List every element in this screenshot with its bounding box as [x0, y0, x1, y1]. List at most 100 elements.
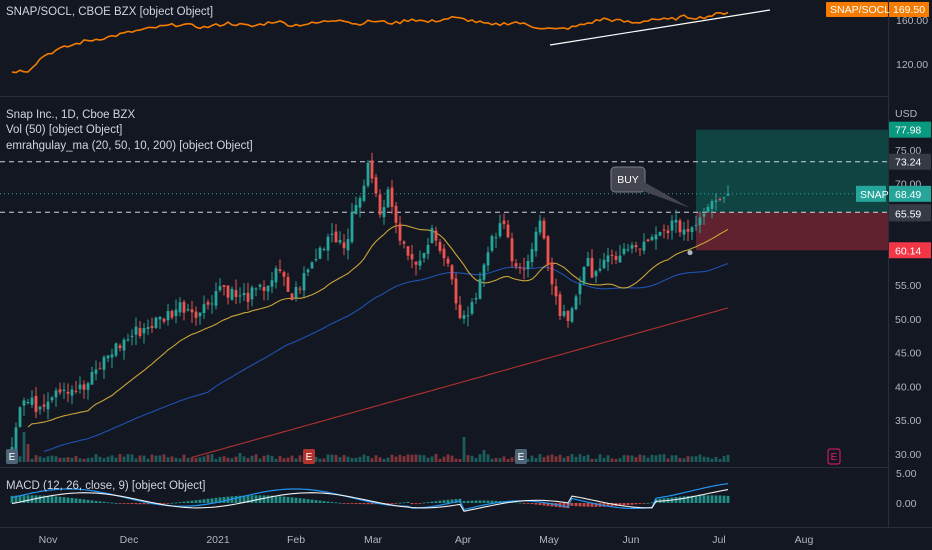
- volume-bar: [386, 457, 390, 462]
- volume-bars: [10, 432, 730, 462]
- macd-histogram-bar: [626, 503, 630, 506]
- candle-body: [714, 200, 718, 202]
- candle-body: [286, 277, 290, 292]
- candle-body: [706, 207, 710, 213]
- macd-histogram-bar: [242, 495, 246, 503]
- earnings-marker-box: [303, 449, 315, 464]
- candle-body: [210, 303, 214, 305]
- candle-body: [230, 288, 234, 300]
- macd-histogram-bar: [350, 503, 354, 504]
- candle-body: [254, 288, 258, 290]
- volume-bar: [78, 458, 82, 462]
- candle-body: [142, 328, 146, 334]
- macd-histogram-bar: [482, 500, 486, 503]
- candle-body: [78, 384, 82, 390]
- volume-bar: [350, 457, 354, 462]
- candle-body: [38, 406, 42, 410]
- price-tag-value: 65.59: [895, 208, 921, 220]
- volume-bar: [430, 456, 434, 462]
- volume-bar: [410, 454, 414, 462]
- candle-body: [290, 293, 294, 301]
- ratio-axis-tick: 160.00: [896, 15, 928, 27]
- candle-body: [638, 248, 642, 250]
- macd-histogram-bar: [518, 502, 522, 504]
- volume-bar: [550, 454, 554, 462]
- macd-histogram-bar: [642, 503, 646, 504]
- volume-bar: [254, 454, 258, 462]
- macd-histogram-bar: [390, 503, 394, 504]
- volume-bar: [698, 454, 702, 462]
- volume-bar: [94, 454, 98, 462]
- volume-bar: [50, 455, 54, 462]
- volume-bar: [230, 458, 234, 462]
- candle-body: [482, 264, 486, 280]
- candle-body: [146, 327, 150, 329]
- price-tag: 77.98: [889, 121, 931, 138]
- candle-body: [602, 259, 606, 269]
- earnings-marker-label: E: [831, 452, 838, 463]
- macd-histogram-bar: [534, 503, 538, 505]
- time-axis-label: Jul: [712, 534, 725, 546]
- candle-body: [570, 308, 574, 322]
- price-tag-value: 60.14: [895, 245, 921, 257]
- candle-body: [278, 269, 282, 272]
- macd-histogram-bar: [250, 495, 254, 503]
- candle-body: [110, 354, 114, 358]
- macd-histogram-bar: [74, 498, 78, 503]
- candle-body: [554, 286, 558, 297]
- price-tag-value: 68.49: [895, 189, 921, 201]
- candle-body: [622, 248, 626, 254]
- price-tag-bg: [889, 121, 931, 138]
- volume-bar: [194, 458, 198, 462]
- time-axis-label: 2021: [206, 534, 230, 546]
- volume-bar: [358, 456, 362, 462]
- candle-body: [262, 286, 266, 291]
- price-tag-value: 73.24: [895, 157, 921, 169]
- macd-histogram-bar: [182, 501, 186, 503]
- candle-body: [122, 339, 126, 351]
- volume-bar: [594, 458, 598, 462]
- volume-bar: [622, 455, 626, 462]
- macd-histogram-bar: [174, 502, 178, 504]
- volume-bar: [458, 458, 462, 462]
- macd-histogram-bar: [566, 503, 570, 509]
- volume-bar: [590, 458, 594, 462]
- macd-histogram-bar: [418, 503, 422, 504]
- candle-body: [506, 224, 510, 238]
- volume-bar: [462, 437, 466, 462]
- candle-body: [438, 241, 442, 251]
- volume-bar: [282, 458, 286, 462]
- volume-bar: [526, 458, 530, 462]
- price-axis-tick: 40.00: [895, 381, 921, 393]
- candle-body: [326, 236, 330, 251]
- candle-body: [614, 256, 618, 260]
- candle-body: [214, 290, 218, 306]
- volume-bar: [142, 455, 146, 462]
- candle-body: [674, 219, 678, 223]
- macd-histogram-bar: [318, 500, 322, 503]
- macd-histogram-bar: [542, 503, 546, 506]
- price-axis-tick: 55.00: [895, 280, 921, 292]
- candle-body: [338, 240, 342, 243]
- earnings-marker-3: E: [515, 449, 527, 464]
- volume-bar: [442, 456, 446, 462]
- candle-body: [346, 239, 350, 251]
- candle-body: [70, 389, 74, 396]
- macd-histogram-bar: [602, 503, 606, 507]
- price-legend-title: Snap Inc., 1D, Cboe BZX: [6, 109, 136, 121]
- macd-histogram-bar: [442, 500, 446, 503]
- macd-histogram-bar: [346, 503, 350, 504]
- volume-bar: [726, 454, 730, 462]
- macd-histogram-bar: [354, 503, 358, 504]
- macd-histogram-bar: [322, 501, 326, 503]
- macd-histogram-bar: [454, 499, 458, 503]
- volume-bar: [278, 455, 282, 462]
- volume-bar: [174, 457, 178, 462]
- macd-histogram-bar: [42, 495, 46, 503]
- volume-bar: [618, 458, 622, 462]
- volume-bar: [154, 455, 158, 462]
- macd-histogram-bar: [210, 498, 214, 503]
- volume-bar: [482, 450, 486, 462]
- candle-body: [358, 198, 362, 208]
